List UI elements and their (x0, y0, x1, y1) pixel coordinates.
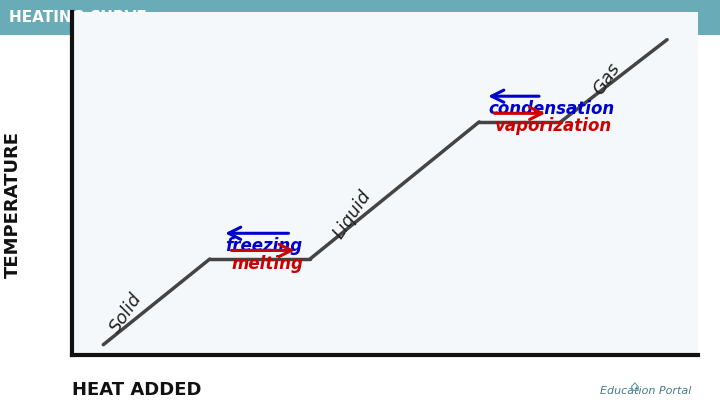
Text: Liquid: Liquid (330, 187, 374, 242)
Text: HEAT ADDED: HEAT ADDED (72, 381, 202, 399)
Text: Education Portal: Education Portal (593, 386, 691, 396)
Text: HEATING CURVE: HEATING CURVE (9, 10, 146, 25)
Text: vaporization: vaporization (495, 118, 612, 135)
Text: Solid: Solid (106, 290, 145, 336)
Text: condensation: condensation (489, 100, 615, 118)
Text: melting: melting (232, 255, 304, 273)
Text: ⌂: ⌂ (630, 379, 639, 394)
Text: Gas: Gas (590, 59, 624, 98)
Text: TEMPERATURE: TEMPERATURE (4, 131, 22, 277)
Text: freezing: freezing (225, 237, 302, 255)
